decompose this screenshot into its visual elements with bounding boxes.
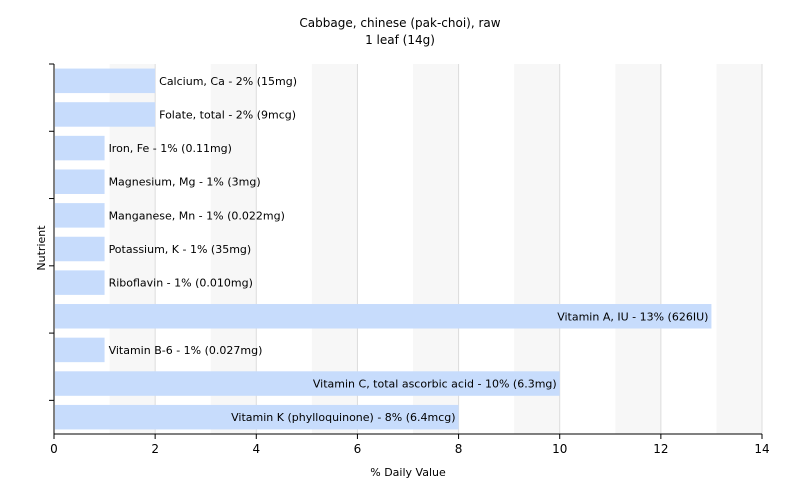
bar-label: Vitamin C, total ascorbic acid - 10% (6.… (313, 378, 557, 391)
bar (55, 404, 459, 430)
bar (55, 203, 105, 228)
x-tick-label: 0 (50, 442, 58, 456)
bar (55, 337, 105, 363)
bar (55, 169, 105, 194)
x-tick-label: 8 (455, 442, 463, 456)
x-tick-label: 14 (754, 442, 769, 456)
bar-label: Iron, Fe - 1% (0.11mg) (109, 142, 232, 155)
bar-label: Folate, total - 2% (9mcg) (159, 108, 296, 121)
bar (55, 68, 156, 94)
x-tick-label: 10 (552, 442, 567, 456)
x-tick-label: 2 (151, 442, 159, 456)
bar (55, 135, 105, 161)
x-axis-title: % Daily Value (370, 466, 446, 479)
bar (55, 270, 105, 295)
bar-label: Manganese, Mn - 1% (0.022mg) (109, 209, 285, 222)
x-tick-label: 12 (653, 442, 668, 456)
x-tick-label: 6 (354, 442, 362, 456)
bar (55, 371, 560, 396)
x-tick-label: 4 (252, 442, 260, 456)
bar (55, 102, 156, 127)
bar-label: Riboflavin - 1% (0.010mg) (109, 277, 253, 290)
plot-shade-band (615, 64, 661, 434)
bar-label: Vitamin K (phylloquinone) - 8% (6.4mcg) (231, 411, 455, 424)
chart-title: Cabbage, chinese (pak-choi), raw (299, 16, 500, 30)
plot-shade-band (716, 64, 762, 434)
bar (55, 236, 105, 262)
bar (55, 304, 712, 329)
bar-label: Potassium, K - 1% (35mg) (109, 243, 252, 256)
bar-label: Vitamin B-6 - 1% (0.027mg) (109, 344, 263, 357)
bar-label: Magnesium, Mg - 1% (3mg) (109, 176, 261, 189)
y-axis-title: Nutrient (35, 225, 48, 271)
axes: 0 2 4 6 8 10 12 14 (49, 63, 770, 456)
chart-subtitle: 1 leaf (14g) (365, 33, 435, 47)
bars: Calcium, Ca - 2% (15mg) Folate, total - 2… (55, 68, 712, 430)
bar-label: Vitamin A, IU - 13% (626IU) (557, 310, 708, 323)
bar-label: Calcium, Ca - 2% (15mg) (159, 75, 297, 88)
